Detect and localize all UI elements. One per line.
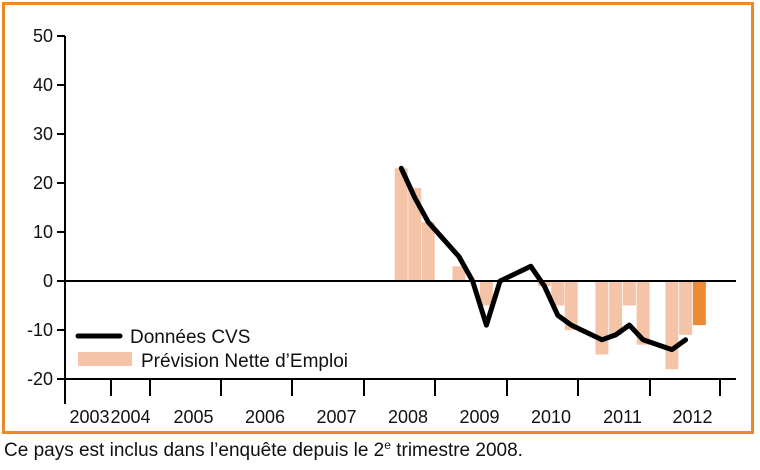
line-series: [398, 165, 689, 353]
bar: [551, 281, 565, 306]
y-tick-label: 0: [43, 271, 53, 291]
x-tick-label: 2010: [531, 407, 571, 427]
y-tick-label: 40: [33, 75, 53, 95]
bar: [679, 281, 693, 335]
legend: Données CVS Prévision Nette d’Emploi: [75, 327, 348, 372]
footnote: Ce pays est inclus dans l’enquête depuis…: [4, 438, 523, 462]
x-tick-label: 2004: [110, 407, 150, 427]
bar: [636, 281, 650, 345]
x-tick-label: 2006: [245, 407, 285, 427]
x-tick-label: 2007: [316, 407, 356, 427]
x-tick-label: 2003: [69, 407, 109, 427]
y-tick-label: 10: [33, 222, 53, 242]
line-group: [398, 165, 689, 353]
x-tick-label: 2008: [388, 407, 428, 427]
legend-bar-swatch: [78, 352, 132, 366]
bar: [421, 222, 435, 281]
x-tick-label: 2012: [672, 407, 712, 427]
y-tick-label: -10: [27, 320, 53, 340]
bar: [665, 281, 679, 370]
x-tick-label: 2009: [459, 407, 499, 427]
bar: [609, 281, 623, 335]
bar: [595, 281, 609, 355]
x-tick-label: 2005: [173, 407, 213, 427]
bar: [394, 168, 408, 281]
legend-label-bar: Prévision Nette d’Emploi: [141, 351, 348, 372]
bar: [408, 187, 422, 281]
y-tick-label: 20: [33, 173, 53, 193]
footnote-prefix: Ce pays est inclus dans l’enquête depuis…: [4, 440, 385, 461]
x-tick-label: 2011: [603, 407, 642, 427]
bar: [564, 281, 578, 330]
bars-group: [394, 168, 706, 370]
y-tick-label: 50: [33, 26, 53, 46]
bar: [479, 281, 493, 306]
y-tick-label: 30: [33, 124, 53, 144]
footnote-superscript: e: [384, 438, 391, 452]
legend-label-line: Données CVS: [130, 327, 250, 348]
bar: [622, 281, 636, 306]
bar: [692, 281, 706, 326]
y-tick-label: -20: [27, 369, 53, 389]
footnote-suffix: trimestre 2008.: [390, 440, 523, 461]
bar: [452, 266, 466, 281]
